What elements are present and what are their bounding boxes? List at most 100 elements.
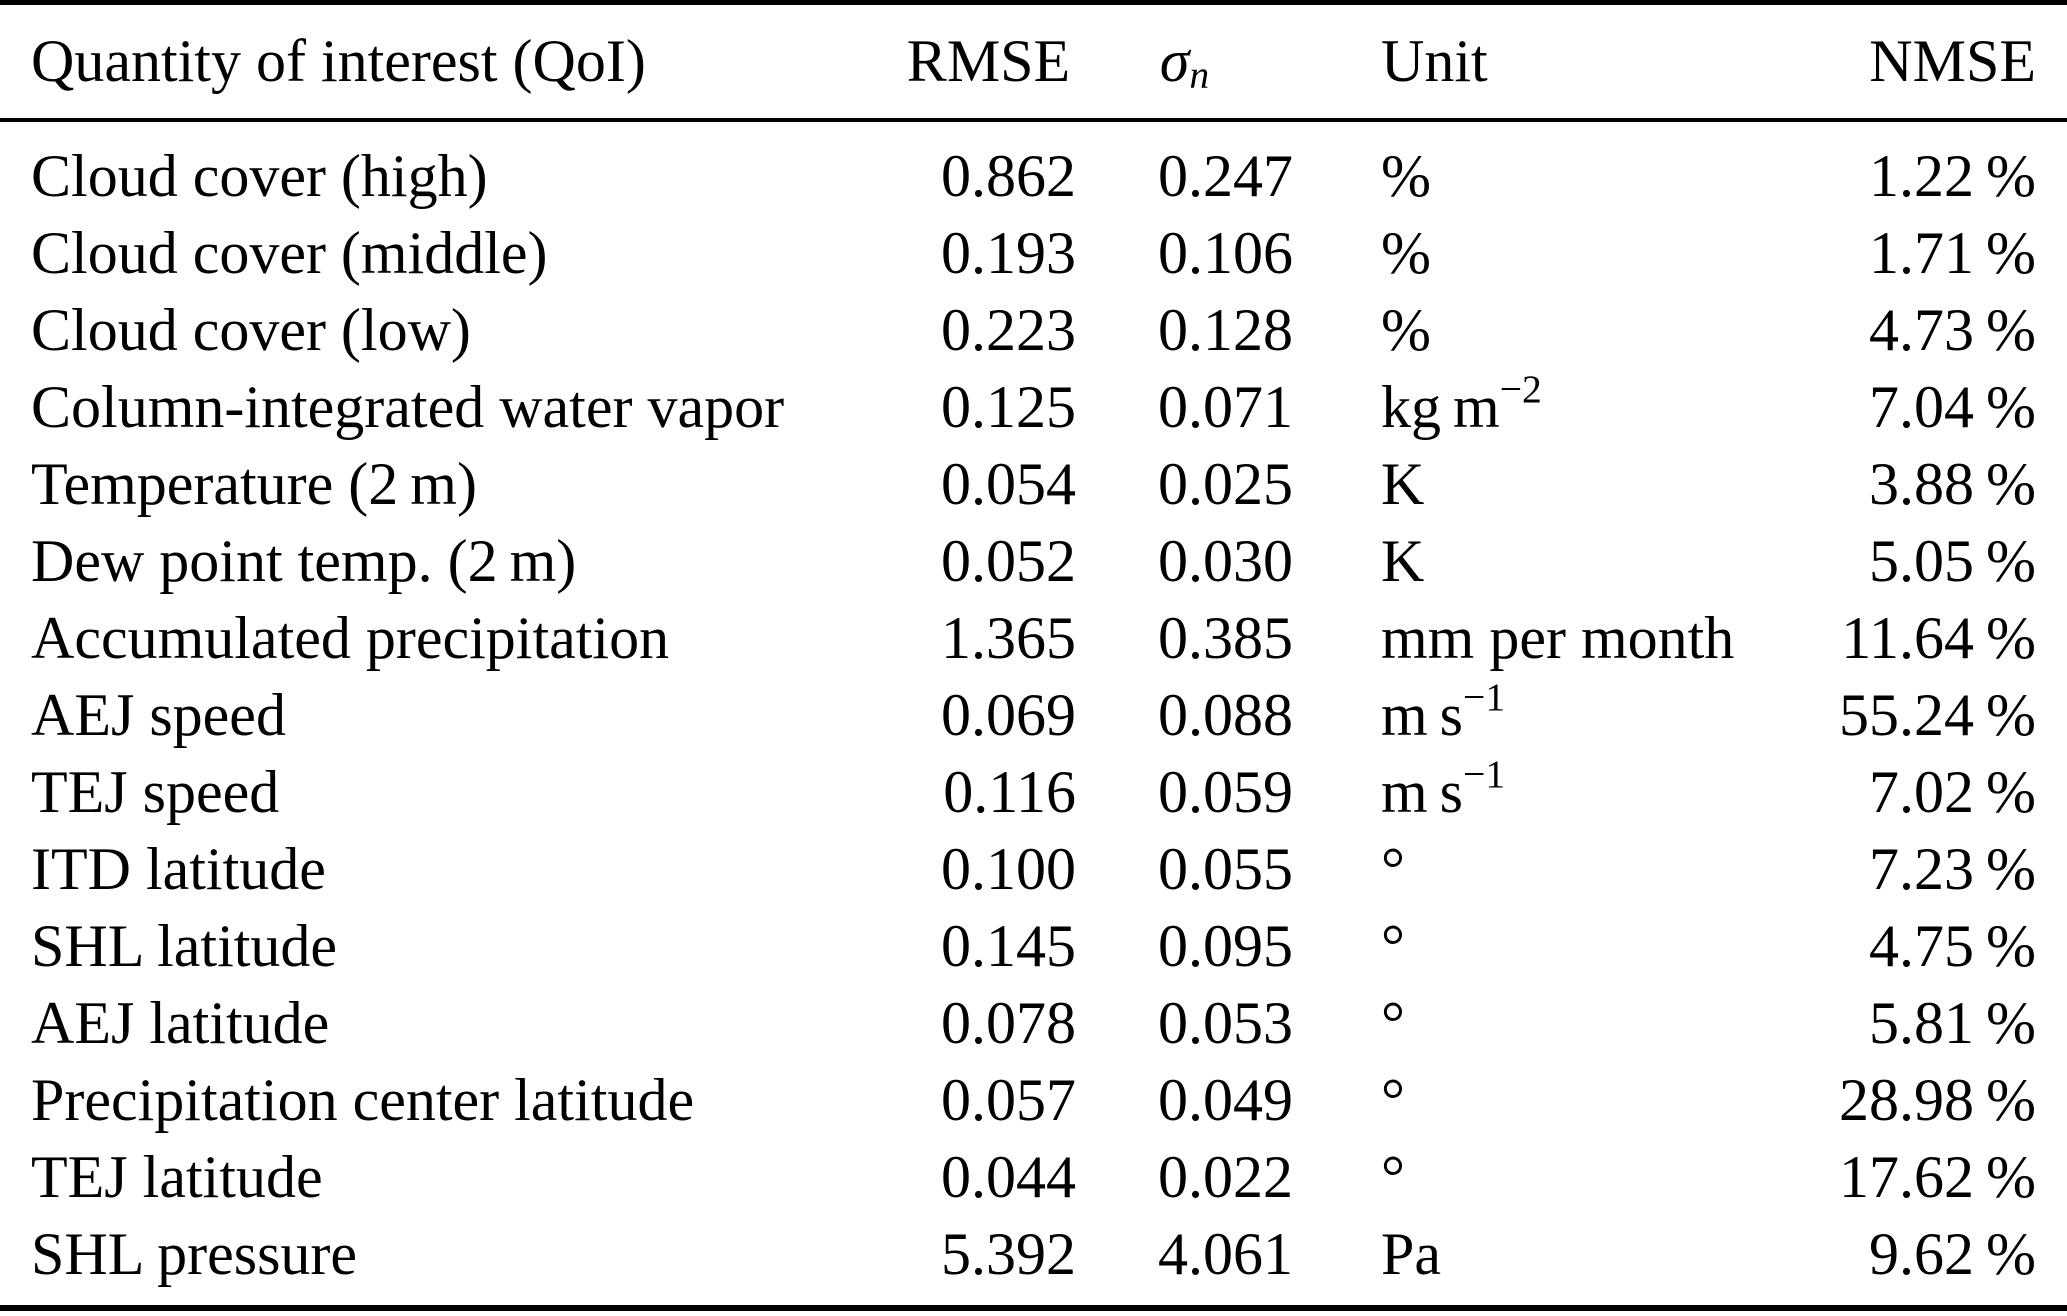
unit-base: K	[1381, 451, 1425, 517]
table-row: Dew point temp. (2 m) 0.052 0.030 K 5.05…	[31, 523, 2036, 600]
unit-base: °	[1381, 1144, 1405, 1210]
unit-base: °	[1381, 836, 1405, 902]
column-header-unit: Unit	[1381, 28, 1488, 94]
unit-base: mm per month	[1381, 605, 1735, 671]
table-row: ITD latitude 0.100 0.055 ° 7.23 %	[31, 831, 2036, 908]
table-row: Cloud cover (high) 0.862 0.247 % 1.22 %	[31, 138, 2036, 215]
nmse-cell: 55.24 %	[1839, 682, 2036, 748]
nmse-cell: 1.71 %	[1869, 220, 2036, 286]
column-header-sigma-n: σn	[1076, 5, 1293, 118]
table-row: SHL pressure 5.392 4.061 Pa 9.62 %	[31, 1216, 2036, 1293]
table-row: TEJ speed 0.116 0.059 m s−1 7.02 %	[31, 754, 2036, 831]
rmse-cell: 0.223	[941, 297, 1076, 363]
nmse-cell: 7.02 %	[1869, 759, 2036, 825]
sigma-n-cell: 0.385	[1158, 605, 1293, 671]
unit-base: %	[1381, 220, 1431, 286]
unit-cell: m s−1	[1293, 677, 1731, 754]
unit-base: K	[1381, 528, 1425, 594]
unit-cell: %	[1293, 292, 1731, 369]
qoi-cell: Temperature (2 m)	[31, 451, 477, 517]
sigma-n-cell: 0.088	[1158, 682, 1293, 748]
qoi-cell: Precipitation center latitude	[31, 1067, 695, 1133]
sigma-symbol: σ	[1159, 28, 1190, 94]
rmse-cell: 0.069	[941, 682, 1076, 748]
unit-cell: °	[1293, 908, 1731, 985]
sigma-n-cell: 0.059	[1158, 759, 1293, 825]
unit-base: %	[1381, 143, 1431, 209]
table-row: TEJ latitude 0.044 0.022 ° 17.62 %	[31, 1139, 2036, 1216]
rmse-cell: 0.054	[941, 451, 1076, 517]
rmse-cell: 0.862	[941, 143, 1076, 209]
unit-base: m s	[1381, 759, 1464, 825]
unit-base: °	[1381, 990, 1405, 1056]
qoi-cell: ITD latitude	[31, 836, 326, 902]
unit-cell: °	[1293, 831, 1731, 908]
nmse-cell: 5.05 %	[1869, 528, 2036, 594]
rmse-cell: 0.057	[941, 1067, 1076, 1133]
unit-cell: kg m−2	[1293, 369, 1731, 446]
rmse-cell: 0.100	[941, 836, 1076, 902]
qoi-cell: AEJ latitude	[31, 990, 330, 1056]
unit-cell: mm per month	[1293, 600, 1735, 677]
unit-cell: °	[1293, 985, 1731, 1062]
nmse-cell: 9.62 %	[1869, 1221, 2036, 1287]
sigma-n-cell: 0.055	[1158, 836, 1293, 902]
unit-cell: Pa	[1293, 1216, 1731, 1293]
table-row: AEJ latitude 0.078 0.053 ° 5.81 %	[31, 985, 2036, 1062]
sigma-n-cell: 0.049	[1158, 1067, 1293, 1133]
table-row: Cloud cover (middle) 0.193 0.106 % 1.71 …	[31, 215, 2036, 292]
qoi-cell: Dew point temp. (2 m)	[31, 528, 577, 594]
nmse-cell: 1.22 %	[1869, 143, 2036, 209]
nmse-cell: 28.98 %	[1839, 1067, 2036, 1133]
nmse-cell: 5.81 %	[1869, 990, 2036, 1056]
nmse-cell: 7.04 %	[1869, 374, 2036, 440]
unit-cell: °	[1293, 1062, 1731, 1139]
table-row: AEJ speed 0.069 0.088 m s−1 55.24 %	[31, 677, 2036, 754]
unit-superscript: −2	[1499, 367, 1542, 412]
table-row: Temperature (2 m) 0.054 0.025 K 3.88 %	[31, 446, 2036, 523]
unit-base: °	[1381, 913, 1405, 979]
table-body: Cloud cover (high) 0.862 0.247 % 1.22 % …	[31, 138, 2036, 1293]
sigma-n-cell: 0.128	[1158, 297, 1293, 363]
column-header-qoi: Quantity of interest (QoI)	[31, 28, 646, 94]
qoi-cell: Cloud cover (low)	[31, 297, 471, 363]
column-header-nmse: NMSE	[1869, 28, 2036, 94]
rmse-cell: 0.116	[943, 759, 1076, 825]
table-row: Precipitation center latitude 0.057 0.04…	[31, 1062, 2036, 1139]
unit-cell: °	[1293, 1139, 1731, 1216]
nmse-cell: 11.64 %	[1841, 605, 2036, 671]
unit-superscript: −1	[1463, 752, 1506, 797]
qoi-cell: Accumulated precipitation	[31, 605, 670, 671]
sigma-n-cell: 0.095	[1158, 913, 1293, 979]
table-row: Column-integrated water vapor 0.125 0.07…	[31, 369, 2036, 446]
rmse-cell: 0.044	[941, 1144, 1076, 1210]
qoi-cell: TEJ latitude	[31, 1144, 323, 1210]
unit-cell: %	[1293, 138, 1731, 215]
column-header-rmse: RMSE	[906, 28, 1071, 94]
sigma-n-cell: 0.025	[1158, 451, 1293, 517]
rmse-cell: 0.193	[941, 220, 1076, 286]
sigma-n-cell: 0.071	[1158, 374, 1293, 440]
nmse-cell: 17.62 %	[1839, 1144, 2036, 1210]
sigma-n-cell: 0.030	[1158, 528, 1293, 594]
unit-base: kg m	[1381, 374, 1500, 440]
qoi-cell: Cloud cover (middle)	[31, 220, 548, 286]
rmse-cell: 5.392	[941, 1221, 1076, 1287]
rmse-cell: 0.052	[941, 528, 1076, 594]
unit-base: °	[1381, 1067, 1405, 1133]
unit-cell: K	[1293, 446, 1731, 523]
table-row: Cloud cover (low) 0.223 0.128 % 4.73 %	[31, 292, 2036, 369]
nmse-cell: 7.23 %	[1869, 836, 2036, 902]
table-header-rule	[0, 118, 2067, 122]
sigma-n-cell: 0.022	[1158, 1144, 1293, 1210]
qoi-cell: AEJ speed	[31, 682, 286, 748]
rmse-cell: 1.365	[941, 605, 1076, 671]
sigma-n-cell: 0.106	[1158, 220, 1293, 286]
nmse-cell: 3.88 %	[1869, 451, 2036, 517]
unit-base: %	[1381, 297, 1431, 363]
unit-superscript: −1	[1463, 675, 1506, 720]
unit-cell: %	[1293, 215, 1731, 292]
table-row: Accumulated precipitation 1.365 0.385 mm…	[31, 600, 2036, 677]
nmse-cell: 4.75 %	[1869, 913, 2036, 979]
unit-cell: K	[1293, 523, 1731, 600]
